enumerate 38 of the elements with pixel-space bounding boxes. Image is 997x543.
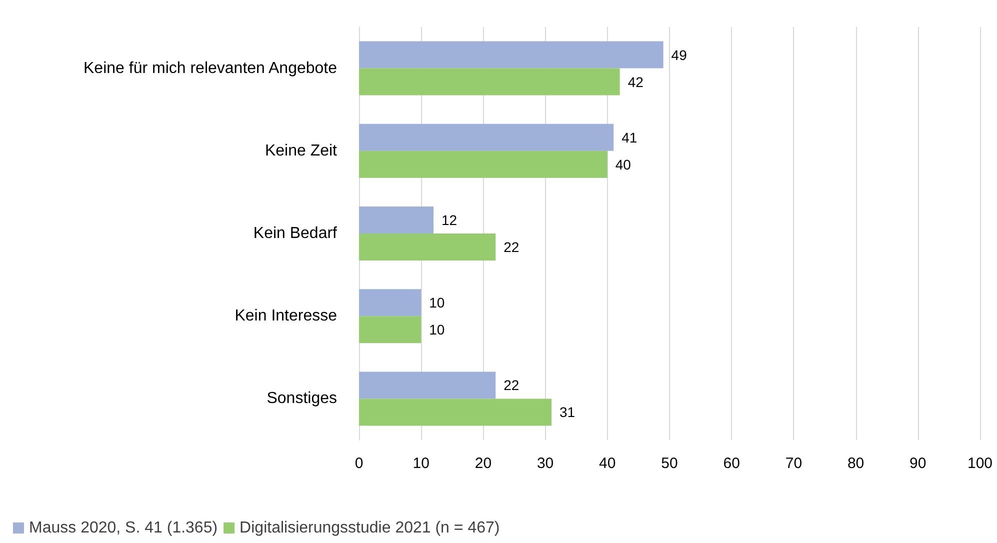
data-label: 10	[429, 322, 445, 338]
bar	[359, 150, 608, 178]
x-tick-label: 30	[536, 455, 554, 472]
bar	[359, 372, 496, 399]
legend-label: Mauss 2020, S. 41 (1.365)	[29, 520, 218, 536]
x-tick-label: 20	[474, 455, 492, 472]
x-tick-label: 0	[354, 455, 364, 472]
x-tick-label: 90	[910, 455, 926, 472]
y-tick-label: Kein Bedarf	[253, 225, 338, 242]
data-label: 49	[671, 46, 688, 63]
data-label: 22	[504, 239, 520, 255]
y-tick-label: Sonstiges	[266, 390, 337, 408]
bar	[359, 41, 664, 68]
data-label: 12	[442, 212, 458, 228]
x-tick-label: 80	[847, 455, 864, 472]
bar	[359, 289, 422, 316]
bar	[359, 68, 620, 96]
x-tick-label: 50	[661, 455, 678, 472]
data-label: 42	[628, 74, 644, 90]
data-label: 31	[560, 404, 576, 420]
x-tick-label: 60	[723, 455, 740, 472]
data-label: 40	[615, 156, 632, 172]
data-label: 41	[622, 129, 638, 146]
bar	[359, 124, 614, 151]
legend-label: Digitalisierungsstudie 2021 (n = 467)	[240, 520, 500, 536]
bar	[359, 398, 552, 426]
y-tick-label: Keine für mich relevanten Angebote	[84, 60, 338, 77]
y-tick-label: Keine Zeit	[264, 142, 338, 160]
bar	[359, 206, 434, 234]
bar	[359, 234, 496, 260]
bar	[359, 316, 422, 344]
x-tick-label: 40	[599, 455, 616, 472]
x-tick-label: 10	[412, 455, 430, 472]
y-tick-label: Kein Interesse	[234, 308, 338, 325]
x-tick-label: 70	[785, 455, 802, 472]
x-tick-label: 100	[967, 455, 993, 472]
data-label: 10	[429, 294, 445, 311]
data-label: 22	[504, 377, 520, 394]
